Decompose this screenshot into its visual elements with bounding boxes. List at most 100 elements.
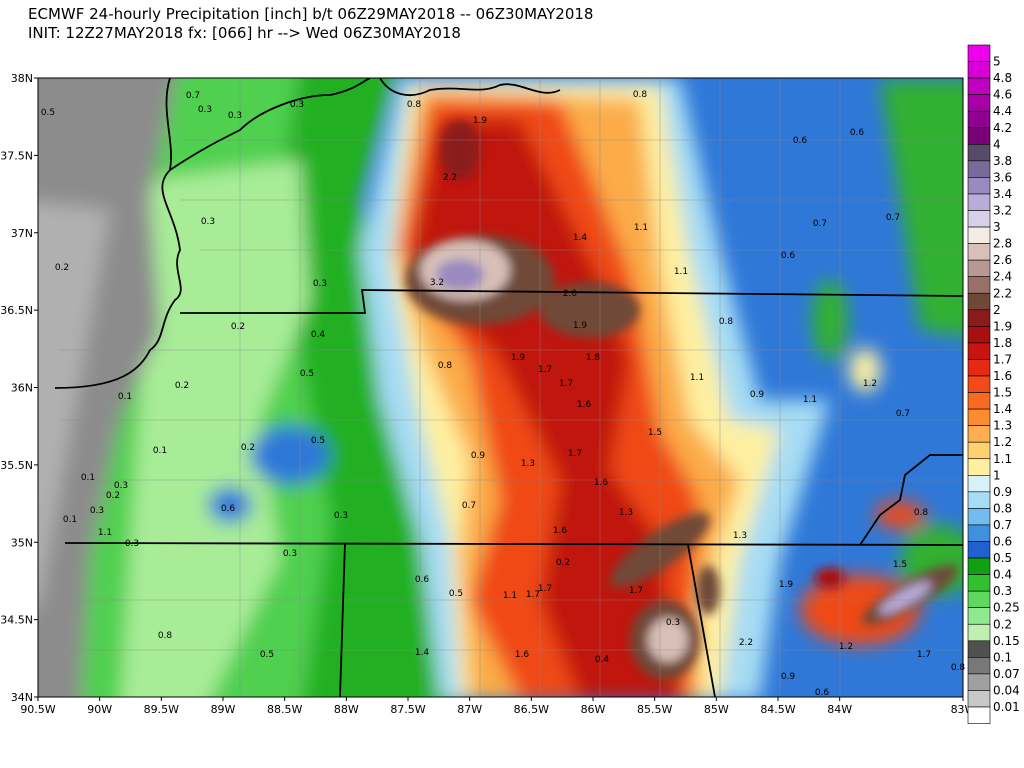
colorbar-label: 1.7 xyxy=(993,352,1012,366)
colorbar-swatch xyxy=(967,640,991,658)
colorbar-label: 0.8 xyxy=(993,501,1012,515)
lat-label: 37.5N xyxy=(0,149,33,162)
purple-east xyxy=(878,581,932,615)
contour-label: 0.2 xyxy=(175,381,189,391)
colorbar-swatch xyxy=(967,408,991,426)
contour-label: 0.3 xyxy=(666,618,680,628)
colorbar-label: 0.07 xyxy=(993,667,1020,681)
county-lines xyxy=(60,78,960,697)
colorbar-label: 3.6 xyxy=(993,170,1012,184)
field-core xyxy=(405,120,959,680)
contour-label: 0.8 xyxy=(633,90,648,100)
colorbar-swatch xyxy=(967,491,991,509)
colorbar-label: 3.8 xyxy=(993,154,1012,168)
colorbar-swatch xyxy=(967,110,991,129)
lat-label: 36N xyxy=(11,382,33,395)
colorbar-swatch xyxy=(967,375,991,393)
contour-label: 0.3 xyxy=(334,511,348,521)
colorbar-label: 1.5 xyxy=(993,386,1012,400)
contour-label: 0.7 xyxy=(886,213,900,223)
contour-label: 1.6 xyxy=(515,650,530,660)
colorbar-label: 1.4 xyxy=(993,402,1012,416)
contour-label: 0.7 xyxy=(813,219,827,229)
colorbar-label: 1.1 xyxy=(993,452,1012,466)
colorbar-swatch xyxy=(967,508,991,526)
colorbar-label: 3.2 xyxy=(993,204,1012,218)
contour-label: 1.7 xyxy=(568,449,582,459)
colorbar-label: 1.3 xyxy=(993,419,1012,433)
contour-label: 0.3 xyxy=(198,105,212,115)
lon-label: 90.5W xyxy=(20,703,55,716)
colorbar-label: 4.2 xyxy=(993,121,1012,135)
contour-label: 0.2 xyxy=(241,443,255,453)
colorbar-label: 1.2 xyxy=(993,435,1012,449)
colorbar-label: 2 xyxy=(993,303,1001,317)
contour-label: 1.1 xyxy=(674,267,688,277)
contour-label: 0.3 xyxy=(201,217,215,227)
colorbar-label: 3.4 xyxy=(993,187,1012,201)
lat-label: 36.5N xyxy=(0,304,33,317)
contour-label: 0.5 xyxy=(300,369,314,379)
colorbar-label: 0.9 xyxy=(993,485,1012,499)
colorbar-label: 1.8 xyxy=(993,336,1012,350)
contour-label: 0.4 xyxy=(595,655,610,665)
contour-label: 0.1 xyxy=(81,473,95,483)
colorbar-swatch xyxy=(967,690,991,708)
lat-label: 38N xyxy=(11,72,33,85)
colorbar-label: 0.04 xyxy=(993,683,1020,697)
contour-label: 1.1 xyxy=(98,528,112,538)
colorbar-swatch xyxy=(967,590,991,609)
contour-label: 0.3 xyxy=(283,549,297,559)
colorbar-swatch xyxy=(967,127,991,145)
contour-label: 0.8 xyxy=(158,631,173,641)
contour-label: 1.4 xyxy=(415,648,430,658)
colorbar-label: 2.8 xyxy=(993,237,1012,251)
colorbar-label: 0.3 xyxy=(993,584,1012,598)
contour-label: 0.1 xyxy=(153,446,167,456)
lon-label: 84.5W xyxy=(760,703,795,716)
contour-label: 2.0 xyxy=(563,289,578,299)
contour-label: 1.6 xyxy=(553,526,568,536)
contour-label: 0.8 xyxy=(438,361,453,371)
colorbar-label: 4.6 xyxy=(993,88,1012,102)
lat-label: 35.5N xyxy=(0,459,33,472)
colorbar-swatch xyxy=(967,226,991,244)
lon-label: 86.5W xyxy=(514,703,549,716)
lat-label: 34N xyxy=(11,691,33,704)
contour-label: 1.1 xyxy=(634,223,648,233)
contour-label: 1.8 xyxy=(586,353,601,363)
colorbar-swatch xyxy=(967,557,991,575)
colorbar-swatch xyxy=(967,44,991,62)
colorbar-label: 4 xyxy=(993,137,1001,151)
ohio-river xyxy=(169,78,371,171)
ky-in-border xyxy=(379,78,561,96)
colorbar-swatch xyxy=(967,144,991,162)
contour-label: 1.7 xyxy=(559,379,573,389)
contour-label: 1.7 xyxy=(538,584,552,594)
contour-label: 1.9 xyxy=(779,580,794,590)
colorbar-swatch xyxy=(967,425,991,443)
contour-label: 1.1 xyxy=(690,373,704,383)
contour-label: 0.9 xyxy=(750,390,765,400)
red-east xyxy=(815,568,845,588)
lon-label: 84W xyxy=(827,703,852,716)
brown-core xyxy=(696,565,720,615)
colorbar-swatch xyxy=(967,607,991,625)
precip-field xyxy=(38,78,963,697)
contour-label: 1.3 xyxy=(521,459,535,469)
colorbar-label: 0.5 xyxy=(993,551,1012,565)
colorbar-label: 4.8 xyxy=(993,71,1012,85)
contour-label: 0.6 xyxy=(221,504,236,514)
colorbar-label: 2.2 xyxy=(993,286,1012,300)
colorbar-label: 0.25 xyxy=(993,601,1020,615)
contour-label: 0.7 xyxy=(186,91,200,101)
mississippi-river xyxy=(54,78,182,389)
colorbar-swatch xyxy=(967,94,991,112)
lon-label: 86W xyxy=(581,703,606,716)
pale-core xyxy=(648,618,688,662)
contour-label: 0.6 xyxy=(415,575,430,585)
colorbar-swatch xyxy=(967,524,991,542)
contour-label: 0.5 xyxy=(311,436,325,446)
colorbar-label: 0.01 xyxy=(993,700,1020,714)
